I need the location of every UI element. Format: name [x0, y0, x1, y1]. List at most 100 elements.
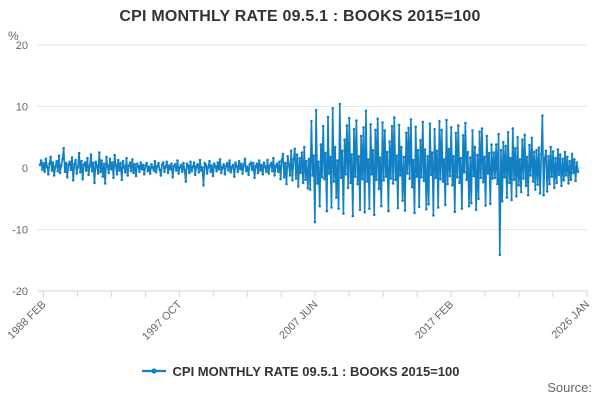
series-point-marker: [176, 159, 179, 162]
series-point-marker: [276, 170, 280, 173]
x-axis-tick-label: 1997 OCT: [140, 298, 185, 343]
series-point-marker: [465, 178, 468, 181]
series-point-marker: [114, 163, 118, 167]
series-point-marker: [466, 150, 470, 154]
series-point-marker: [84, 169, 88, 172]
series-point-marker: [102, 162, 106, 165]
series-point-marker: [249, 161, 253, 164]
series-point-marker: [500, 199, 504, 203]
series-point-marker: [199, 169, 203, 172]
series-point-marker: [75, 172, 78, 175]
series-point-marker: [430, 151, 434, 154]
series-point-marker: [216, 161, 220, 164]
series-point-marker: [530, 136, 534, 140]
series-point-marker: [111, 161, 114, 164]
series-point-marker: [292, 158, 295, 161]
series-point-marker: [73, 163, 76, 166]
series-point-marker: [477, 197, 480, 201]
series-point-marker: [246, 165, 249, 169]
series-point-marker: [374, 128, 377, 132]
series-cpi-monthly-rate[interactable]: [38, 102, 580, 256]
series-point-marker: [294, 177, 298, 180]
series-point-marker: [195, 164, 198, 168]
series-point-marker: [62, 147, 65, 150]
series-point-marker: [275, 162, 279, 165]
series-point-marker: [222, 163, 225, 166]
series-point-marker: [554, 156, 557, 160]
series-point-marker: [434, 176, 438, 180]
series-point-marker: [217, 167, 221, 171]
series-point-marker: [319, 143, 323, 146]
series-point-marker: [335, 196, 338, 199]
series-point-marker: [113, 153, 116, 157]
series-point-marker: [311, 174, 314, 177]
series-point-marker: [576, 170, 580, 173]
series-point-marker: [205, 172, 209, 175]
series-point-marker: [509, 156, 512, 160]
series-point-marker: [179, 163, 183, 167]
series-point-marker: [417, 205, 421, 208]
series-point-marker: [345, 124, 349, 127]
series-point-marker: [485, 134, 489, 138]
series-point-marker: [521, 138, 524, 141]
series-point-marker: [224, 164, 228, 168]
series-point-marker: [549, 145, 552, 149]
series-point-marker: [370, 172, 374, 176]
series-point-marker: [382, 179, 386, 182]
series-point-marker: [186, 164, 190, 167]
series-point-marker: [43, 170, 46, 173]
series-point-marker: [100, 159, 103, 162]
series-point-marker: [413, 211, 416, 215]
series-point-marker: [389, 177, 393, 180]
series-point-marker: [340, 149, 344, 153]
series-point-marker: [316, 182, 319, 185]
series-point-marker: [403, 209, 407, 212]
series-point-marker: [380, 204, 383, 208]
series-point-marker: [63, 170, 67, 173]
series-point-marker: [490, 143, 493, 146]
series-point-marker: [61, 158, 64, 161]
series-point-marker: [70, 156, 74, 159]
series-point-marker: [338, 102, 342, 106]
series-point-marker: [175, 169, 178, 172]
series-point-marker: [182, 161, 185, 165]
series-point-marker: [158, 168, 161, 172]
series-point-marker: [131, 158, 134, 161]
series-point-marker: [476, 153, 479, 157]
series-point-marker: [558, 153, 562, 156]
series-point-marker: [352, 128, 356, 131]
series-point-marker: [432, 214, 435, 217]
series-point-marker: [151, 166, 154, 169]
series-point-marker: [140, 167, 144, 171]
series-point-marker: [390, 124, 394, 128]
series-point-marker: [550, 175, 554, 178]
series-point-marker: [127, 164, 131, 167]
series-point-marker: [210, 164, 214, 167]
series-point-marker: [225, 161, 229, 165]
series-point-marker: [460, 207, 464, 210]
series-point-marker: [106, 164, 109, 168]
series-point-marker: [547, 155, 550, 158]
series-point-marker: [122, 165, 126, 169]
series-point-marker: [566, 155, 569, 159]
series-point-marker: [242, 164, 246, 167]
series-point-marker: [178, 166, 182, 169]
series-point-marker: [358, 208, 362, 212]
series-point-marker: [177, 172, 180, 175]
series-point-marker: [433, 128, 436, 131]
series-point-marker: [553, 186, 556, 189]
legend-item[interactable]: CPI MONTHLY RATE 09.5.1 : BOOKS 2015=100: [0, 360, 600, 382]
series-point-marker: [409, 118, 413, 121]
series-point-marker: [398, 174, 402, 177]
series-point-marker: [543, 156, 547, 160]
series-point-marker: [268, 164, 272, 167]
series-point-marker: [265, 170, 268, 173]
series-point-marker: [79, 171, 82, 174]
series-point-marker: [561, 157, 564, 161]
series-point-marker: [56, 169, 60, 173]
series-point-marker: [459, 156, 463, 160]
series-point-marker: [134, 174, 138, 178]
series-point-marker: [116, 158, 120, 162]
series-point-marker: [126, 174, 129, 177]
series-point-marker: [473, 145, 477, 149]
